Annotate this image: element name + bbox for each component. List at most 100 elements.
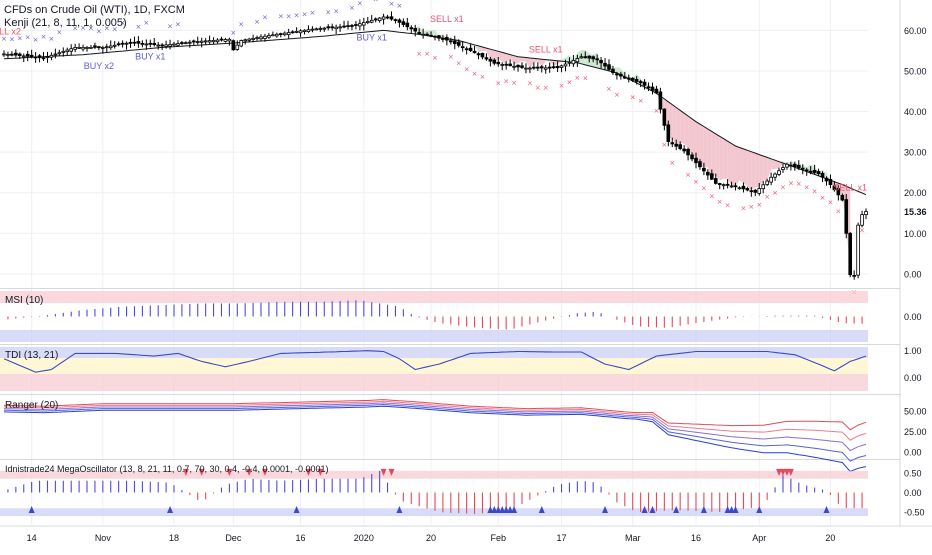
sell-marker: × [701,184,707,192]
indicator-label[interactable]: Kenji (21, 8, 11, 1, 0.005) [4,17,185,30]
time-tick-label: 16 [296,533,306,543]
candle-body [343,26,346,27]
candle-body [307,30,310,32]
sell-marker: × [432,54,438,62]
sell-marker: × [614,91,620,99]
candle-body [10,54,13,55]
candle-body [481,53,484,57]
cloud-segment [712,131,716,176]
candle-body [311,29,314,30]
candle-body [256,38,259,39]
sell-marker: × [669,159,675,167]
sell-label: SELL x1 [529,45,563,55]
candle-body [422,34,425,35]
candle-body [279,34,282,35]
candle-body [766,181,769,184]
sell-marker: × [654,107,660,115]
candle-body [461,47,464,48]
candle-body [303,30,306,31]
mega-title: Idnistrade24 MegaOscillator (13, 8, 21, … [5,464,329,474]
candle-body [600,60,603,62]
candle-body [536,67,539,68]
sell-marker: × [535,84,541,92]
buy-label: BUY x2 [84,61,114,71]
candle-body [817,172,820,174]
candle-body [635,79,638,81]
candle-body [762,185,765,189]
candle-body [453,41,456,44]
candle-body [485,58,488,59]
candle-body [604,63,607,66]
mega-tick-label: 0.00 [904,488,922,498]
candle-body [149,43,152,44]
candle-body [647,87,650,88]
candle-body [465,49,468,50]
sell-marker: × [606,85,612,93]
sell-marker: × [448,53,454,61]
buy-marker: × [278,12,284,20]
candle-body [74,47,77,49]
candle-body [750,191,753,192]
buy-marker: × [349,4,355,12]
buy-marker: × [389,0,395,8]
candle-body [196,41,199,42]
candle-body [319,28,322,29]
sell-marker: × [582,74,588,82]
candle-body [50,55,53,57]
candle-body [580,57,583,58]
candle-body [97,47,100,48]
candle-body [141,43,144,44]
candle-body [374,19,377,20]
sell-marker: × [709,192,715,200]
sell-marker: × [820,194,826,202]
symbol-title[interactable]: CFDs on Crude Oil (WTI), 1D, FXCM [4,4,185,17]
candle-body [121,43,124,44]
cloud-segment [755,153,759,187]
candle-body [774,174,777,177]
buy-marker: × [309,9,315,17]
sell-marker: × [661,141,667,149]
buy-marker: × [262,14,268,22]
candle-body [758,189,761,194]
candle-body [505,64,508,65]
tdi-lower-band [0,374,868,391]
candle-body [813,170,816,172]
buy-marker: × [230,29,236,37]
candle-body [521,66,524,68]
candle-body [362,23,365,26]
buy-marker: × [373,0,379,3]
candle-body [331,27,334,28]
candle-body [714,178,717,183]
sell-marker: × [424,50,430,58]
candle-body [78,47,81,48]
sell-marker: × [772,189,778,197]
sell-marker: × [472,70,478,78]
candle-body [22,56,25,57]
candle-body [564,64,567,66]
candle-body [3,54,6,55]
candle-body [801,168,804,169]
candle-body [789,165,792,166]
candle-body [612,69,615,72]
candle-body [457,42,460,45]
cloud-segment [720,136,724,180]
sell-marker: × [780,184,786,192]
candle-body [754,190,757,192]
candle-body [315,29,318,30]
candle-body [841,195,844,200]
candle-body [145,44,148,45]
cloud-segment [680,110,684,144]
candle-body [137,41,140,43]
candle-body [608,65,611,70]
candle-body [687,149,690,154]
buy-marker: × [333,8,339,16]
time-tick-label: 2020 [354,533,374,543]
candle-body [382,17,385,19]
sell-marker: × [827,198,833,206]
last-price-label: 15.36 [904,207,927,217]
sell-label: SELL x1 [430,14,464,24]
buy-label: BUY x1 [357,33,387,43]
candle-body [109,46,112,48]
